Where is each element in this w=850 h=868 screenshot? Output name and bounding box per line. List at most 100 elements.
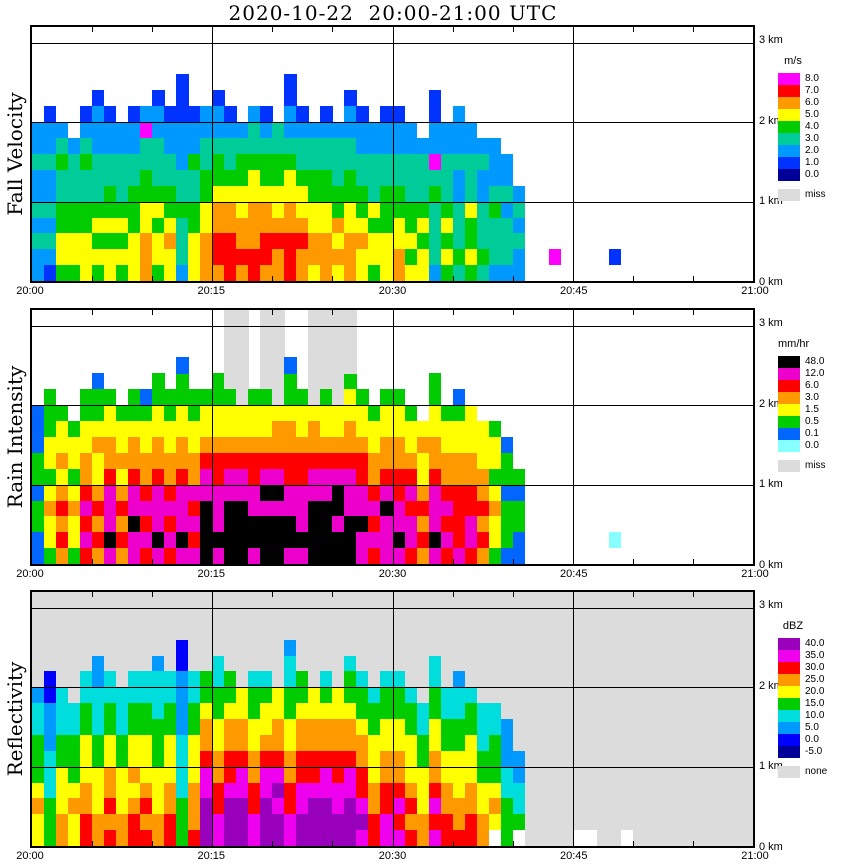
heatmap-cell <box>284 201 297 234</box>
heatmap-cell <box>440 814 453 846</box>
colorbar-swatch <box>778 746 800 758</box>
heatmap-cell <box>272 122 285 154</box>
heatmap-cell <box>224 718 237 751</box>
heatmap-cell <box>260 185 273 202</box>
missing-column-cap <box>296 592 309 608</box>
height-tick-label: 3 km <box>759 599 783 612</box>
heatmap-cell <box>200 106 213 139</box>
heatmap-cell <box>392 782 405 799</box>
missing-column-cap <box>584 592 598 608</box>
heatmap-cell <box>452 607 465 672</box>
heatmap-cell <box>176 405 189 437</box>
minor-time-tick <box>512 841 514 846</box>
heatmap-cell <box>344 325 357 374</box>
heatmap-cell <box>248 405 261 437</box>
heatmap-cell <box>44 547 57 564</box>
minor-time-tick <box>332 559 334 564</box>
heatmap-cell <box>380 814 393 846</box>
heatmap-cell <box>188 516 201 533</box>
heatmap-cell <box>44 484 57 501</box>
heatmap-cell <box>368 702 381 735</box>
heatmap-cell <box>344 169 357 202</box>
colorbar-tick-label: 40.0 <box>805 638 825 649</box>
time-tick-label: 21:00 <box>741 568 769 580</box>
heatmap-cell <box>80 389 93 422</box>
colorbar-missing-label: none <box>805 766 828 777</box>
heatmap-cell <box>116 122 129 154</box>
heatmap-cell <box>176 217 189 266</box>
heatmap-cell <box>404 814 417 831</box>
minor-time-tick <box>452 27 454 32</box>
missing-column-cap <box>212 592 225 608</box>
heatmap-cell <box>116 264 129 281</box>
heatmap-cell <box>368 405 381 422</box>
heatmap-cell <box>92 500 105 517</box>
heatmap-cell <box>224 405 237 437</box>
heatmap-cell <box>320 468 333 501</box>
colorbar-swatch <box>778 710 800 722</box>
heatmap-cell <box>176 607 189 640</box>
heatmap-cell <box>476 607 489 704</box>
heatmap-cell <box>440 687 453 719</box>
minor-time-tick <box>452 841 454 846</box>
missing-column-cap <box>332 310 345 326</box>
minor-time-tick <box>92 27 94 32</box>
heatmap-cell <box>272 468 285 485</box>
heatmap-cell <box>548 249 562 266</box>
heatmap-cell <box>212 436 225 453</box>
missing-column-cap <box>500 592 514 608</box>
heatmap-cell <box>212 547 225 564</box>
heatmap-cell <box>212 106 225 139</box>
heatmap-cell <box>104 734 117 767</box>
heatmap-cell <box>272 185 285 218</box>
heatmap-cell <box>380 122 393 154</box>
heatmap-cell <box>296 484 309 533</box>
heatmap-cell <box>344 750 357 767</box>
heatmap-cell <box>464 264 477 281</box>
heatmap-cell <box>356 452 369 485</box>
heatmap-cell <box>452 405 465 422</box>
time-tick-label: 20:30 <box>378 285 407 297</box>
heatmap-cell <box>296 249 309 281</box>
heatmap-cell <box>512 607 526 751</box>
heatmap-cell <box>476 750 489 783</box>
heatmap-cell <box>80 169 93 202</box>
heatmap-cell <box>44 671 57 704</box>
heatmap-cell <box>380 468 393 485</box>
heatmap-cell <box>236 405 249 437</box>
colorbar-swatch <box>778 169 800 181</box>
missing-column-cap <box>308 592 321 608</box>
heatmap-cell <box>200 671 213 704</box>
heatmap-cell <box>320 122 333 139</box>
heatmap-cell <box>236 153 249 186</box>
heatmap-cell <box>212 814 225 846</box>
plot-area-fall-velocity <box>30 25 755 283</box>
height-tick-label: 1 km <box>759 478 783 491</box>
heatmap-cell <box>308 325 321 406</box>
heatmap-cell <box>104 106 117 123</box>
height-tick-label: 2 km <box>759 114 783 127</box>
missing-column-cap <box>260 310 273 326</box>
heatmap-cell <box>488 217 501 266</box>
heatmap-cell <box>80 484 93 501</box>
heatmap-cell <box>284 607 297 640</box>
colorbar-tick-label: 4.0 <box>805 121 819 132</box>
heatmap-cell <box>476 500 489 517</box>
time-axis-labels: 20:00 20:15 20:30 20:45 21:00 <box>16 285 769 301</box>
heatmap-cell <box>164 734 177 783</box>
heatmap-cell <box>272 325 285 406</box>
heatmap-cell <box>104 389 117 406</box>
heatmap-cell <box>488 607 501 704</box>
heatmap-cell <box>548 607 562 846</box>
heatmap-cell <box>392 153 405 186</box>
colorbar-tick-label: -5.0 <box>805 746 823 757</box>
heatmap-cell <box>176 798 189 846</box>
heatmap-cell <box>368 201 381 218</box>
heatmap-cell <box>32 500 45 533</box>
heatmap-cell <box>392 607 405 672</box>
heatmap-cell <box>104 814 117 831</box>
heatmap-cell <box>56 153 69 170</box>
heatmap-cell <box>260 734 273 751</box>
colorbar-tick-label: 7.0 <box>805 85 819 96</box>
height-gridline <box>32 766 753 768</box>
